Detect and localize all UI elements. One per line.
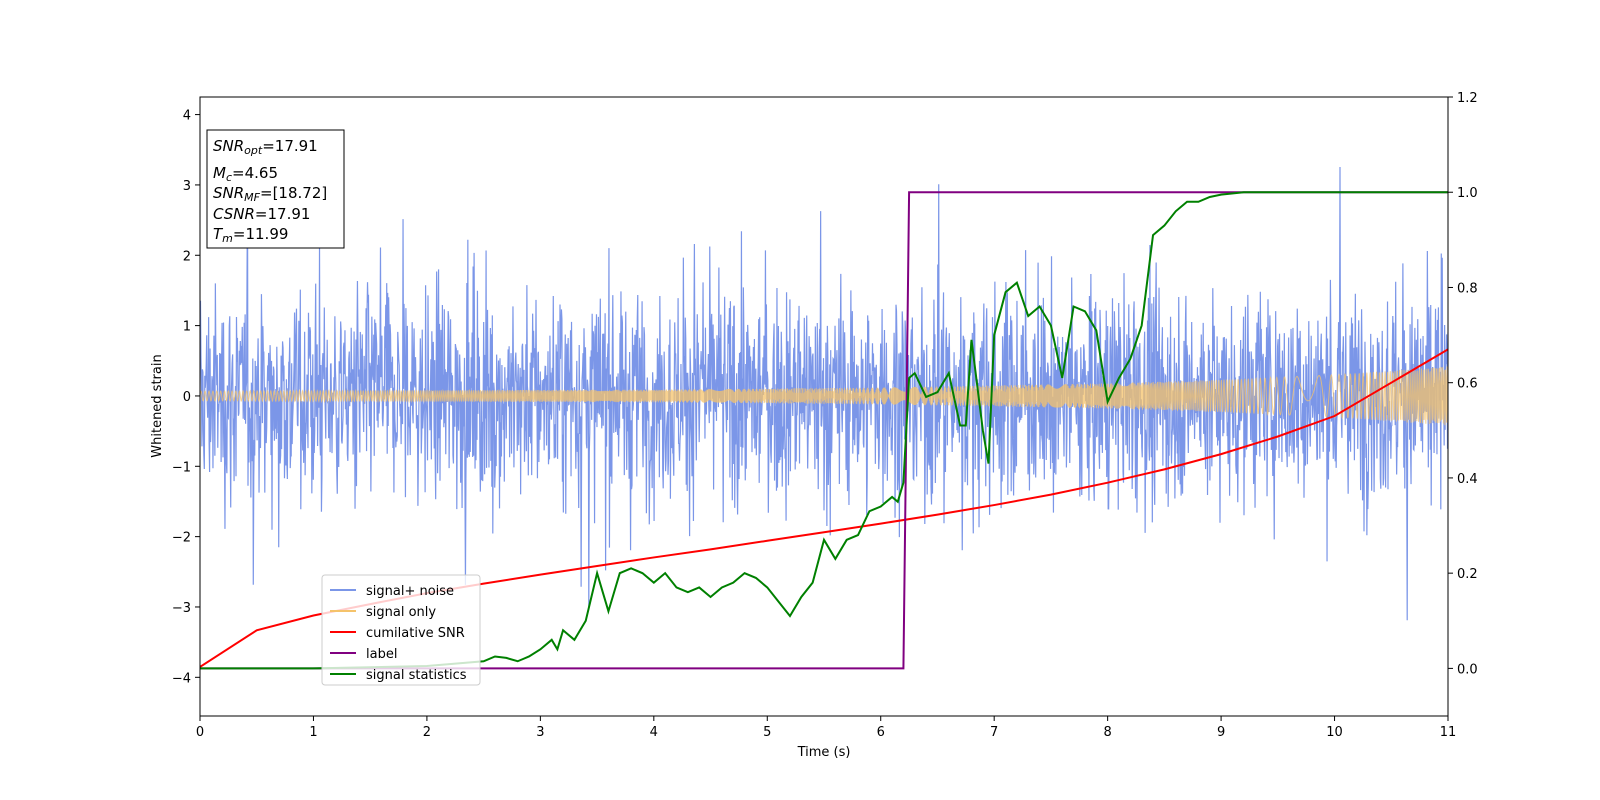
y2-tick-label: 1.2: [1457, 91, 1478, 106]
legend-frame: [321, 574, 481, 686]
y2-tick-label: 0.8: [1457, 281, 1478, 296]
y-tick-label: 3: [183, 179, 191, 194]
y2-tick-label: 1.0: [1457, 186, 1478, 201]
legend-label: cumilative SNR: [366, 626, 465, 641]
legend-label: signal+ noise: [366, 584, 454, 599]
x-tick-label: 0: [196, 725, 204, 740]
x-tick-label: 11: [1440, 725, 1457, 740]
x-tick-label: 2: [423, 725, 431, 740]
x-axis-label: Time (s): [797, 745, 851, 760]
y-tick-label: 1: [183, 320, 191, 335]
y-tick-label: −4: [172, 671, 191, 686]
plot-frame: [199, 96, 1449, 717]
series-signal-only: [200, 366, 1448, 426]
x-tick-label: 5: [763, 725, 771, 740]
info-snr-opt: SNRopt=17.91: [213, 137, 318, 157]
x-tick-label: 6: [877, 725, 885, 740]
legend-label: label: [366, 647, 397, 662]
x-tick-label: 4: [650, 725, 658, 740]
y2-tick-label: 0.2: [1457, 567, 1478, 582]
x-tick-label: 3: [536, 725, 544, 740]
info-tm: Tm=11.99: [213, 225, 288, 245]
x-tick-label: 1: [309, 725, 317, 740]
y-axis-label: Whitened strain: [150, 354, 165, 457]
y-tick-label: 0: [183, 390, 191, 405]
y-tick-label: 4: [183, 109, 191, 124]
y2-tick-label: 0.0: [1457, 662, 1478, 677]
x-tick-label: 9: [1217, 725, 1225, 740]
y-tick-label: −1: [172, 460, 191, 475]
x-tick-label: 10: [1326, 725, 1343, 740]
series-signal-statistics: [200, 191, 1448, 670]
info-box: SNRopt=17.91 Mc=4.65 SNRMF=[18.72] CSNR=…: [206, 129, 345, 249]
y2-tick-label: 0.4: [1457, 472, 1478, 487]
axes: 0 1 2 3 4 5 6 7 8 9 10 11 −4 −3 −2 −1 0 1 2 3 4 0.0 0.2 0.4 0.6 0…: [172, 91, 1478, 740]
x-tick-label: 7: [990, 725, 998, 740]
y2-tick-label: 0.6: [1457, 377, 1478, 392]
info-csnr: CSNR=17.91: [213, 205, 310, 223]
x-tick-label: 8: [1103, 725, 1111, 740]
legend: signal+ noise signal only cumilative SNR la…: [321, 574, 481, 686]
y-tick-label: 2: [183, 249, 191, 264]
info-box-frame: [206, 129, 345, 249]
y-tick-label: −3: [172, 601, 191, 616]
legend-label: signal statistics: [366, 668, 467, 683]
info-mc: Mc=4.65: [213, 164, 278, 184]
info-snr-mf: SNRMF=[18.72]: [213, 184, 327, 204]
y-tick-label: −2: [172, 531, 191, 546]
legend-label: signal only: [366, 605, 436, 620]
